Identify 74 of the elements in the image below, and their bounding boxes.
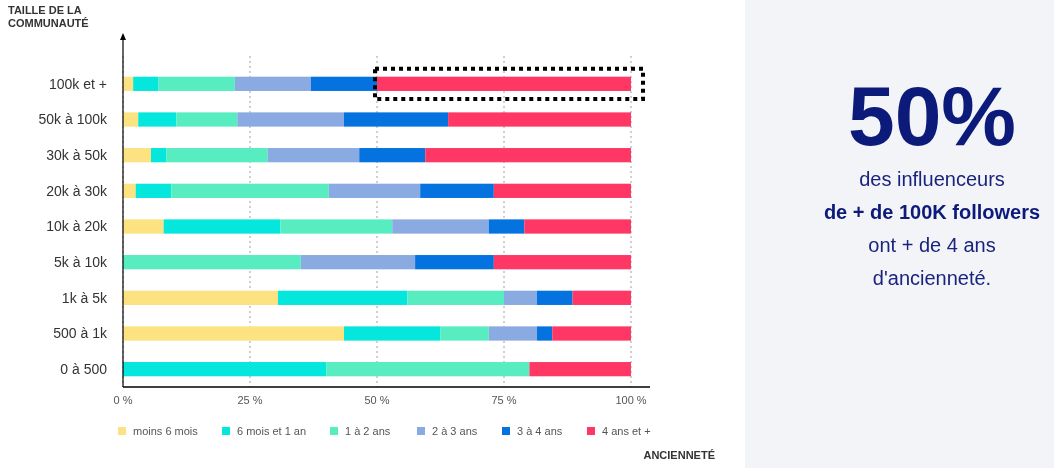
bar <box>237 112 344 127</box>
x-tick-label: 100 % <box>615 394 647 406</box>
bar <box>267 148 360 163</box>
bar <box>328 183 421 198</box>
text: des influenceurs <box>859 168 1005 190</box>
legend-label: 6 mois et 1 an <box>237 425 307 437</box>
bar <box>493 255 631 270</box>
bar <box>123 219 164 234</box>
bar <box>123 255 301 270</box>
bar <box>135 183 172 198</box>
bar <box>280 219 393 234</box>
bar <box>123 326 344 341</box>
bar <box>163 219 281 234</box>
y-tick-label: 20k à 30k <box>46 182 108 199</box>
bar <box>493 183 631 198</box>
bar <box>123 183 136 198</box>
legend-label: moins 6 mois <box>133 425 199 437</box>
bar <box>407 290 504 305</box>
bar <box>300 255 416 270</box>
y-tick-label: 30k à 50k <box>46 147 108 164</box>
bar <box>326 362 530 377</box>
text: de + de 100K followers <box>823 201 1041 223</box>
x-tick-label: 0 % <box>113 394 133 406</box>
y-tick-label: 0 à 500 <box>60 361 108 378</box>
bar <box>488 219 525 234</box>
text: ont + de 4 ans <box>868 234 996 256</box>
bar <box>488 326 538 341</box>
legend-label: 1 à 2 ans <box>345 425 391 437</box>
bar <box>171 183 329 198</box>
y-tick-label: 100k et + <box>49 75 107 92</box>
bar <box>572 290 631 305</box>
bar <box>310 76 377 91</box>
bar <box>234 76 311 91</box>
x-tick-label: 50 % <box>364 394 390 406</box>
bar <box>277 290 408 305</box>
y-tick-label: 10k à 20k <box>46 218 108 235</box>
bar <box>123 362 327 377</box>
bar <box>415 255 494 270</box>
legend-label: 3 à 4 ans <box>517 425 563 437</box>
bar <box>440 326 489 341</box>
y-tick-label: 5k à 10k <box>54 254 108 271</box>
y-tick-label: 50k à 100k <box>38 111 108 128</box>
bar <box>448 112 631 127</box>
bar <box>524 219 631 234</box>
x-tick-label: 75 % <box>491 394 517 406</box>
bar <box>537 290 573 305</box>
y-axis-title: TAILLE DE LA COMMUNAUTÉ <box>8 4 89 29</box>
x-axis-title: ANCIENNETÉ <box>643 449 715 461</box>
legend-label: 4 ans et + <box>602 425 651 437</box>
text: 50% <box>847 69 1017 163</box>
bar <box>392 219 489 234</box>
bar <box>176 112 238 127</box>
bar <box>158 76 235 91</box>
bar <box>504 290 538 305</box>
bar <box>150 148 167 163</box>
text: d'ancienneté. <box>872 267 992 289</box>
x-tick-label: 25 % <box>237 394 263 406</box>
bar <box>425 148 631 163</box>
y-tick-label: 500 à 1k <box>53 325 108 342</box>
y-tick-label: 1k à 5k <box>61 289 108 306</box>
bar <box>123 148 151 163</box>
bar <box>123 290 278 305</box>
bar <box>133 76 159 91</box>
bar <box>343 112 449 127</box>
bar <box>552 326 631 341</box>
bar <box>123 112 139 127</box>
bar <box>166 148 268 163</box>
bar <box>138 112 177 127</box>
legend-label: 2 à 3 ans <box>432 425 478 437</box>
bar <box>420 183 494 198</box>
bar <box>359 148 426 163</box>
bar <box>529 362 631 377</box>
bar <box>537 326 553 341</box>
bar <box>343 326 441 341</box>
